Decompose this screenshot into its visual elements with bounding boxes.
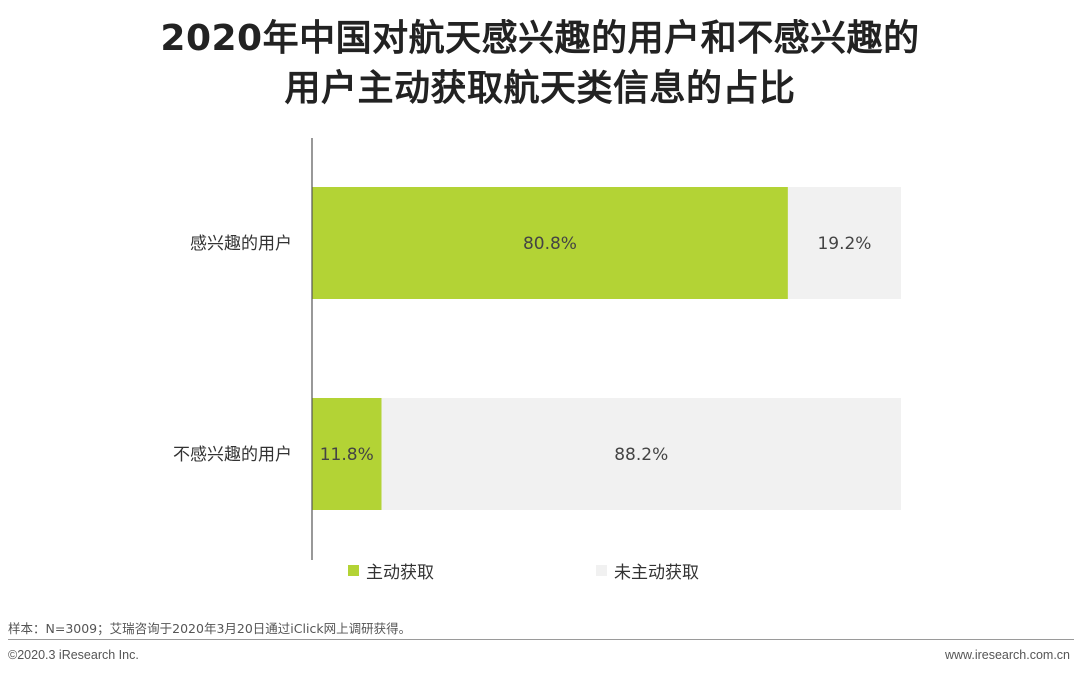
category-label-not-interested: 不感兴趣的用户 <box>173 445 292 465</box>
bar-interested-active <box>312 187 788 299</box>
footer-divider <box>8 639 1074 640</box>
data-label-interested-active: 80.8% <box>523 234 577 254</box>
copyright-text: ©2020.3 iResearch Inc. <box>8 648 139 662</box>
legend-swatch-inactive <box>596 565 607 576</box>
data-label-not-interested-active: 11.8% <box>320 445 374 465</box>
legend-swatch-active <box>348 565 359 576</box>
category-label-interested: 感兴趣的用户 <box>190 234 292 254</box>
legend-item-active: 主动获取 <box>348 558 434 583</box>
data-label-not-interested-inactive: 88.2% <box>614 445 668 465</box>
website-link[interactable]: www.iresearch.com.cn <box>944 648 1070 662</box>
legend-label-active: 主动获取 <box>366 563 434 583</box>
legend-item-inactive: 未主动获取 <box>596 558 699 583</box>
chart-title: 2020年中国对航天感兴趣的用户和不感兴趣的 用户主动获取航天类信息的占比 <box>0 14 1080 114</box>
sample-note: 样本：N=3009；艾瑞咨询于2020年3月20日通过iClick网上调研获得。 <box>8 621 412 636</box>
bar-not-interested-inactive <box>381 398 901 510</box>
bar-interested-inactive <box>787 187 901 299</box>
bar-not-interested-active <box>312 398 382 510</box>
chart-title-line-2: 用户主动获取航天类信息的占比 <box>284 68 796 109</box>
chart-title-line-1: 2020年中国对航天感兴趣的用户和不感兴趣的 <box>160 18 920 59</box>
legend-label-inactive: 未主动获取 <box>614 563 699 583</box>
legend: 主动获取 未主动获取 <box>0 558 1080 584</box>
data-label-interested-inactive: 19.2% <box>817 234 871 254</box>
